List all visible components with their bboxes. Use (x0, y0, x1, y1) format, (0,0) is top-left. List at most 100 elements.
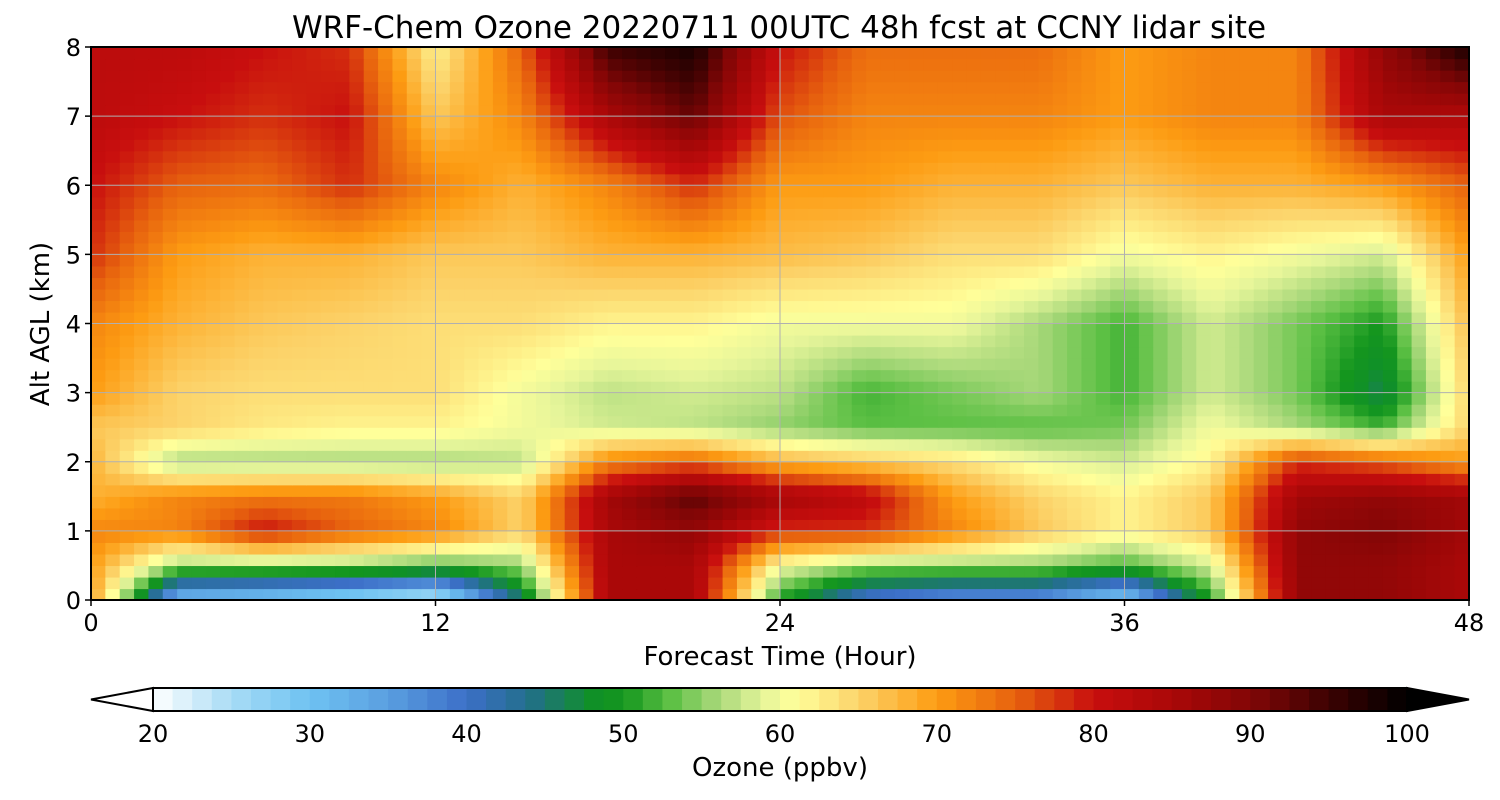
heatmap-cell (1382, 496, 1398, 509)
heatmap-cell (636, 358, 652, 371)
colorbar-segment (525, 688, 546, 711)
heatmap-cell (736, 104, 752, 117)
heatmap-cell (1024, 162, 1039, 175)
heatmap-cell (306, 242, 322, 255)
heatmap-cell (162, 104, 178, 117)
heatmap-cell (248, 150, 264, 163)
heatmap-cell (1311, 219, 1327, 232)
heatmap-cell (550, 208, 566, 221)
heatmap-cell (564, 542, 580, 555)
heatmap-cell (593, 404, 609, 417)
heatmap-cell (162, 277, 178, 290)
heatmap-cell (220, 507, 236, 520)
heatmap-cell (335, 507, 350, 520)
heatmap-cell (1024, 219, 1039, 232)
heatmap-cell (1110, 507, 1126, 520)
heatmap-cell (751, 484, 767, 497)
heatmap-cell (837, 438, 853, 451)
heatmap-cell (1167, 185, 1183, 198)
heatmap-cell (1268, 553, 1283, 567)
heatmap-cell (1110, 265, 1126, 279)
heatmap-cell (191, 323, 207, 336)
heatmap-cell (837, 58, 853, 71)
heatmap-cell (622, 116, 638, 129)
heatmap-cell (1268, 565, 1283, 578)
heatmap-cell (593, 392, 609, 405)
heatmap-cell (1167, 381, 1183, 394)
heatmap-cell (1052, 323, 1068, 336)
heatmap-cell (119, 461, 135, 474)
heatmap-cell (693, 450, 709, 463)
heatmap-cell (449, 530, 465, 543)
heatmap-cell (751, 553, 767, 567)
heatmap-cell (134, 392, 150, 405)
heatmap-cell (248, 277, 264, 290)
heatmap-cell (952, 381, 968, 394)
heatmap-cell (349, 507, 365, 520)
heatmap-cell (966, 427, 982, 440)
heatmap-cell (1095, 530, 1111, 543)
heatmap-cell (1454, 507, 1470, 520)
heatmap-cell (177, 530, 193, 543)
heatmap-cell (952, 530, 968, 543)
heatmap-cell (1138, 415, 1154, 428)
heatmap-cell (1110, 150, 1126, 163)
heatmap-cell (263, 576, 279, 590)
heatmap-cell (923, 288, 939, 302)
heatmap-cell (837, 381, 853, 394)
heatmap-cell (1124, 415, 1140, 428)
heatmap-cell (263, 231, 279, 244)
heatmap-cell (421, 242, 437, 255)
heatmap-cell (837, 173, 853, 186)
heatmap-cell (1196, 288, 1212, 302)
heatmap-cell (91, 335, 106, 348)
heatmap-cell (851, 173, 867, 186)
heatmap-cell (1311, 496, 1327, 509)
heatmap-cell (1067, 162, 1083, 175)
heatmap-cell (220, 173, 236, 186)
heatmap-cell (808, 461, 824, 474)
heatmap-cell (923, 58, 939, 71)
heatmap-cell (1397, 93, 1413, 106)
heatmap-cell (593, 173, 609, 186)
heatmap-cell (306, 58, 322, 71)
heatmap-cell (335, 185, 350, 198)
heatmap-cell (722, 496, 738, 509)
heatmap-cell (134, 254, 150, 267)
heatmap-cell (248, 542, 264, 555)
heatmap-cell (507, 438, 523, 451)
heatmap-cell (837, 369, 853, 382)
heatmap-cell (866, 335, 882, 348)
heatmap-cell (177, 311, 193, 325)
heatmap-cell (248, 346, 264, 359)
heatmap-cell (937, 438, 953, 451)
heatmap-cell (1081, 381, 1097, 394)
heatmap-cell (823, 484, 839, 497)
heatmap-cell (1167, 323, 1183, 336)
heatmap-cell (722, 219, 738, 232)
heatmap-cell (91, 530, 106, 543)
heatmap-cell (866, 438, 882, 451)
heatmap-cell (1282, 415, 1298, 428)
heatmap-cell (751, 70, 767, 83)
heatmap-cell (923, 576, 939, 590)
heatmap-cell (1124, 219, 1140, 232)
heatmap-cell (952, 473, 968, 486)
heatmap-cell (91, 104, 106, 117)
heatmap-cell (1296, 219, 1312, 232)
heatmap-cell (937, 404, 953, 417)
heatmap-cell (435, 507, 451, 520)
heatmap-cell (952, 565, 968, 578)
heatmap-cell (349, 496, 365, 509)
heatmap-cell (1067, 576, 1083, 590)
heatmap-cell (593, 162, 609, 175)
heatmap-cell (736, 242, 752, 255)
heatmap-cell (1296, 242, 1312, 255)
heatmap-cell (679, 150, 695, 163)
heatmap-cell (1224, 116, 1240, 129)
heatmap-cell (1210, 231, 1226, 244)
heatmap-cell (1368, 254, 1384, 267)
heatmap-cell (291, 323, 307, 336)
heatmap-cell (866, 58, 882, 71)
heatmap-cell (909, 300, 925, 313)
